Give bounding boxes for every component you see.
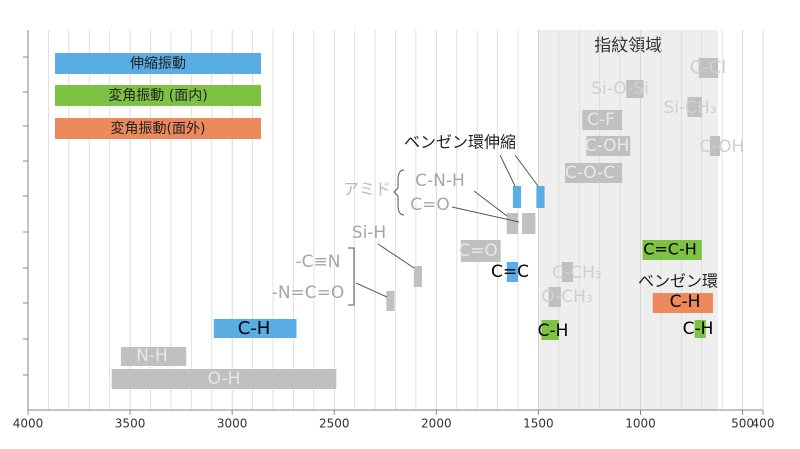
x-tick-label: 2500 [319,417,350,431]
y-axis-ticks [23,56,28,376]
legend-label: 変角振動 (面内) [108,87,207,104]
bar-label: C-Cl [690,57,727,78]
bar-label: C=O [458,241,498,261]
range-bar [652,293,713,313]
bar-label: C-N-H [415,171,465,191]
annotation: ベンゼン環 [638,272,718,291]
range-bar [541,320,559,340]
region-label: 指紋領域 [594,36,662,56]
connector [377,243,415,269]
range-bar [506,262,518,282]
bar-label: C=C [491,262,529,282]
bar-label: C-CH₃ [552,263,601,283]
connector [499,154,516,187]
bar-label: C=C-H [643,240,697,259]
legend-label: 伸縮振動 [130,56,186,72]
range-bar [694,320,706,338]
x-tick-label: 1500 [523,417,554,431]
range-bar [698,58,719,78]
connector [355,282,388,298]
range-bar [642,240,702,260]
bar-label: C-OH [700,137,745,157]
bar-label: C-OH [585,136,630,156]
annotation: アミド [343,180,391,199]
x-tick-label: 3500 [115,417,146,431]
range-bar [536,186,545,208]
bar-label: C-H [538,321,569,341]
bar-label: C-H [238,318,271,339]
range-bar [626,80,644,98]
x-tick-label: 2000 [421,417,452,431]
bar-label: C-H [670,292,701,312]
bar-label: O-H [208,369,241,389]
connector [514,154,539,187]
range-bar [460,240,501,262]
bar-label: Si-O-Si [591,79,649,99]
range-bar [386,291,395,311]
range-bar [564,163,623,183]
bar-label: C-H [683,319,714,339]
bar-label: C-F [587,110,615,130]
bar-label: Si-CH₃ [663,98,716,118]
x-tick-label: 1000 [625,417,656,431]
legend-label: 変角振動(面外) [111,120,206,137]
legend-swatch [55,53,261,74]
bar-label: C-O-C [565,163,615,183]
bar-label: C=O [410,195,450,215]
range-bar [586,136,631,156]
range-bar [522,213,536,234]
range-bar [213,319,297,338]
bar-label: O-CH₃ [541,287,592,307]
connector [473,190,508,217]
x-tick-label: 400 [752,417,775,431]
legend-swatch [55,85,261,106]
range-bar [413,266,423,287]
x-tick-label: 500 [731,417,754,431]
x-tick-label: 4000 [13,417,44,431]
range-bar [506,213,518,234]
range-bar [582,110,623,130]
range-bar [561,262,574,282]
x-tick-label: 3000 [217,417,248,431]
range-bar [548,287,561,307]
bar-label: N-H [136,346,168,366]
bar-label: Si-H [352,223,386,243]
bar-label: -C≡N [296,252,341,272]
bracket [348,247,355,306]
range-bar [687,97,702,117]
range-bar [512,186,522,208]
range-bar [111,369,337,389]
connector [451,206,520,223]
bar-label: -N=C=O [272,283,345,303]
bracket [393,169,405,216]
range-bar [709,136,721,156]
range-bar [120,347,187,366]
legend-swatch [55,118,261,139]
annotation: ベンゼン環伸縮 [404,133,516,152]
